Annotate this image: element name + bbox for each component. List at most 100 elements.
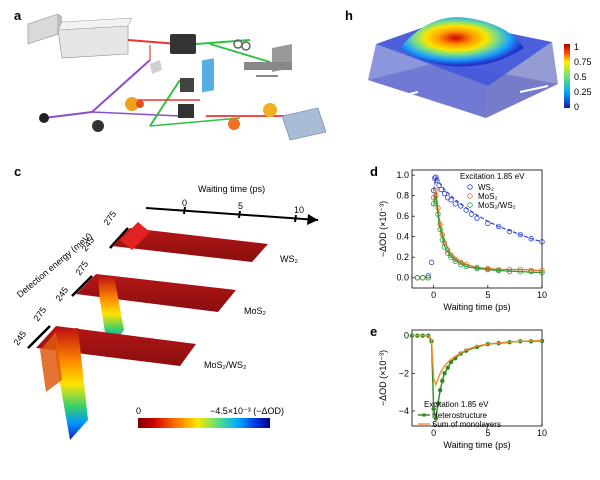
legend-marker [422,413,426,417]
fit-line-2 [433,195,543,274]
data-point [463,207,469,213]
data-point [439,237,446,243]
cbar-tick-0: 0 [574,102,579,112]
data-point [495,223,502,230]
data-point [433,416,439,421]
label-ws2: WS₂ [280,254,298,264]
label-mos2: MoS₂ [244,306,267,316]
chart-d: 0 5 10 0.0 0.2 0.4 0.6 0.8 1.0 Waiting time (ps) −… [378,169,547,312]
x-tick-label: 5 [485,428,490,438]
y-tick-label: 0.0 [396,273,409,283]
data-point [452,256,459,262]
legend-label: Sum of monolayers [432,420,501,429]
fit-line-1 [433,190,543,272]
het-energy-275: 275 [31,305,48,323]
y-tick-label: 0 [404,331,409,341]
cbar-tick-1: 1 [574,42,579,52]
data-point [474,215,480,221]
cbar-tick-075: 0.75 [574,57,592,67]
data-point [430,201,437,207]
data-point [431,406,436,412]
legend-label: MoS₂/WS₂ [478,201,516,210]
data-point [440,378,445,384]
data-point [506,268,513,275]
y-tick-label: −4 [399,406,409,416]
panel-h: h 1 0.75 0.5 0.25 0 [345,8,592,118]
data-point [485,220,491,227]
data-point [435,211,441,217]
het-energy-245: 245 [11,329,28,347]
data-point [441,244,448,250]
x-axis-label: Waiting time (ps) [443,302,510,312]
y-tick-label: 0.2 [396,252,409,262]
data-point [528,268,534,275]
data-point [433,174,439,180]
panel-d-label: d [370,164,378,179]
data-point [445,365,450,370]
series-line-1 [412,334,543,387]
data-point [437,226,443,233]
data-point [438,186,444,193]
setup-schematic [27,13,327,141]
x-tick-label: 0 [431,428,436,438]
x-tick-label: 10 [537,428,547,438]
legend-label: Heterostructure [432,411,488,420]
data-point [436,182,442,189]
data-point [414,275,421,281]
data-point [442,371,447,376]
data-point [435,401,441,406]
waiting-axis-title: Waiting time (ps) [198,184,265,194]
data-point [517,268,524,275]
data-point [441,190,448,197]
plot-frame [411,169,543,289]
waiting-tick-0: 0 [182,198,187,208]
data-point [458,261,464,268]
mos2-energy-245: 245 [53,285,70,303]
panel-h-label: h [345,8,353,23]
colorbar-c-max: −4.5×10⁻³ (−ΔOD) [210,406,284,416]
y-axis-label: −ΔOD (×10⁻³) [378,350,388,406]
surface-peak [400,17,524,67]
data-point [452,201,459,207]
data-point [468,211,475,217]
data-point [495,267,502,274]
annotation-excitation: Excitation 1.85 eV [460,172,525,181]
surface-plot [368,17,558,118]
data-point [437,388,443,393]
plot-frame [411,329,543,427]
legend-label: WS₂ [478,183,494,192]
waiting-tick-10: 10 [294,205,304,215]
y-tick-label: 0.6 [396,211,409,221]
data-point [420,275,426,281]
y-tick-label: 0.4 [396,232,409,242]
legend-label: MoS₂ [478,192,498,201]
y-axis-label: −ΔOD (×10⁻³) [378,201,388,257]
data-point [452,258,459,265]
data-point [485,266,491,273]
x-tick-label: 5 [485,290,490,300]
chart-e: 0 5 10 −4 −2 0 Waiting time (ps) −ΔOD (×10⁻³) Ex… [378,329,547,450]
ws2-energy-275: 275 [101,209,118,227]
data-point [448,359,454,365]
panel-e-label: e [370,324,377,339]
data-point [428,259,435,266]
annotation-excitation: Excitation 1.85 eV [424,400,489,409]
cbar-tick-025: 0.25 [574,87,592,97]
panel-d: d 0 5 10 0.0 0.2 0.4 0.6 0.8 1.0 Waiting time (ps… [370,164,547,312]
x-tick-label: 0 [431,290,436,300]
y-tick-label: −2 [399,368,409,378]
label-heterostructure: MoS₂/WS₂ [204,360,247,370]
data-point [517,231,524,238]
fit-line-0 [433,176,543,243]
y-tick-label: 1.0 [396,170,409,180]
data-point [433,187,439,194]
x-tick-label: 10 [537,290,547,300]
panel-e: e 0 5 10 −4 −2 0 Waiting time (ps) −ΔOD (×10⁻³)… [370,324,547,450]
colorbar-c [138,418,270,428]
data-point [433,192,439,199]
data-point [528,236,534,242]
waiting-tick-5: 5 [238,201,243,211]
data-point [434,177,440,183]
x-axis-label: Waiting time (ps) [443,440,510,450]
data-point [458,203,464,209]
